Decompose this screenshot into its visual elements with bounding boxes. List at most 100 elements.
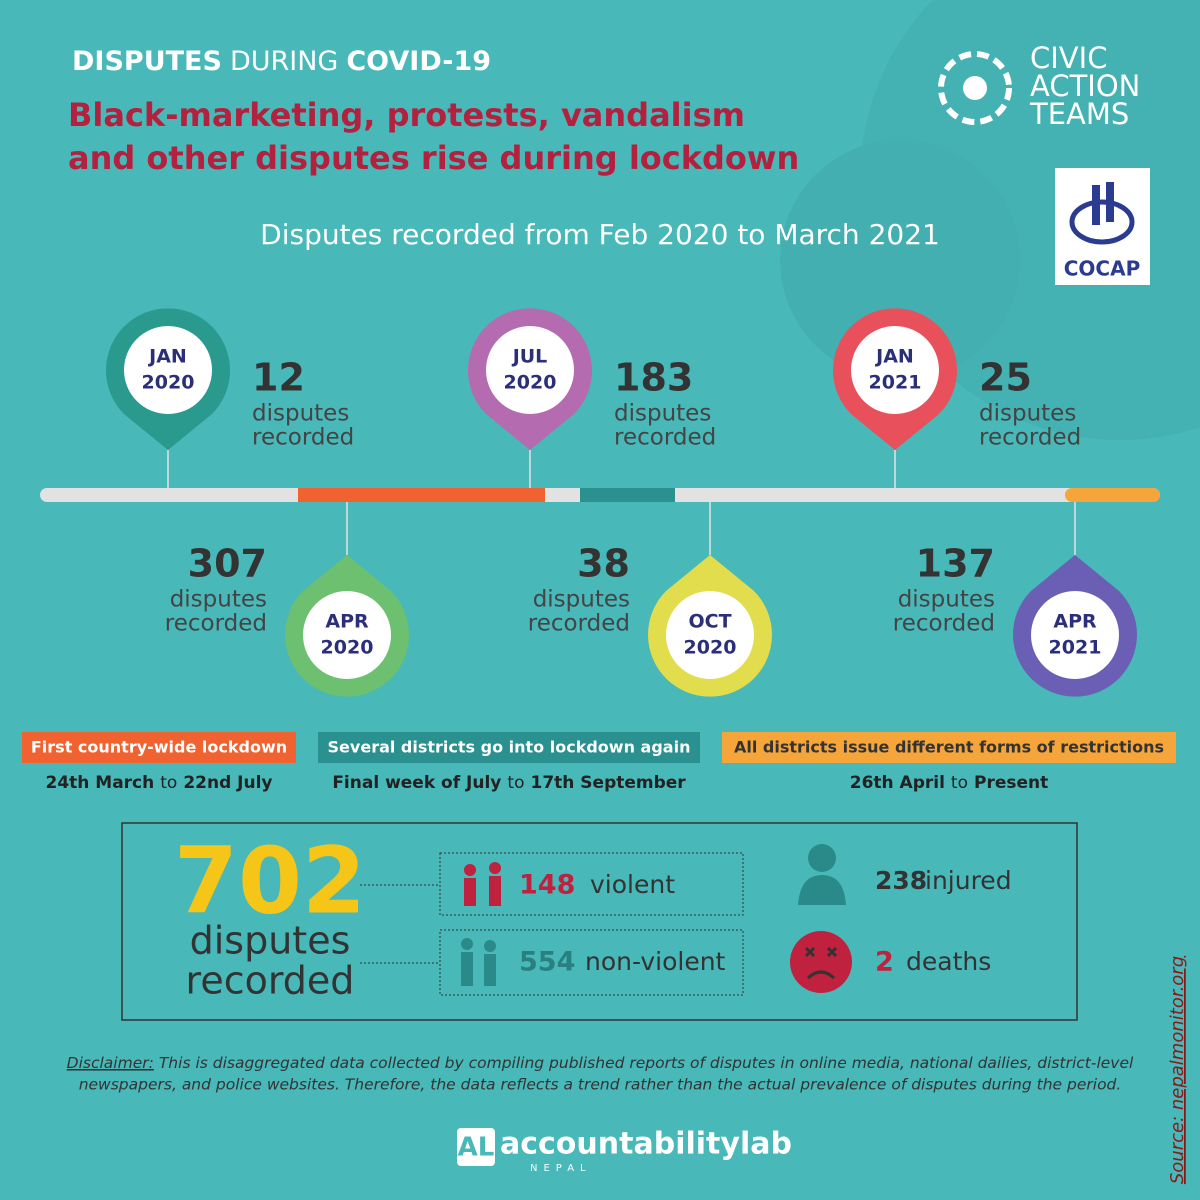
logo-text: COCAP	[1064, 257, 1141, 281]
logo-text: ACTION	[1030, 69, 1140, 103]
period-dates: 26th April to Present	[850, 773, 1049, 793]
icon-part	[461, 952, 473, 986]
subtitle: Black-marketing, protests, vandalism	[68, 96, 745, 134]
source: Source: nepalmonitor.org	[1167, 956, 1188, 1184]
period: All districts issue different forms of r…	[722, 732, 1176, 793]
injured-icon	[798, 844, 846, 905]
pin-month: JUL	[511, 346, 548, 368]
period-segment	[1065, 488, 1160, 502]
footer-logo: AL accountabilitylab NEPAL	[457, 1127, 792, 1174]
summary-box	[121, 822, 1078, 1021]
subtitle: and other disputes rise during lockdown	[68, 139, 799, 177]
logo-text: TEAMS	[1029, 97, 1129, 131]
pin-year: 2020	[321, 637, 374, 659]
logo-mark	[1106, 182, 1114, 222]
footer-country: NEPAL	[530, 1163, 592, 1174]
period-segment	[580, 488, 675, 502]
pin-year: 2020	[504, 372, 557, 394]
period-dates: Final week of July to 17th September	[332, 773, 686, 793]
range-heading: Disputes recorded from Feb 2020 to March…	[260, 218, 940, 251]
summary: 702 disputes recorded 148 violent 554 no…	[121, 822, 1078, 1021]
pin-year: 2021	[1049, 637, 1102, 659]
count-label: disputes	[170, 587, 267, 613]
period-start: 24th March	[45, 773, 154, 793]
icon-part	[484, 954, 496, 986]
logo-glyph: AL	[458, 1133, 495, 1163]
disclaimer-text: This is disaggregated data collected by …	[159, 1054, 1134, 1072]
violent-label: violent	[590, 870, 675, 899]
stat-box	[439, 852, 744, 916]
deaths-count: 2	[875, 947, 894, 978]
icon-part	[804, 946, 838, 958]
period-end: 17th September	[530, 773, 686, 793]
pin-year: 2020	[142, 372, 195, 394]
nonviolent-label: non-violent	[585, 947, 726, 976]
icon-part	[489, 862, 501, 874]
title-part: DISPUTES	[72, 46, 222, 77]
icon-part	[461, 938, 473, 950]
period-start: Final week of July	[332, 773, 501, 793]
title-part: DURING	[230, 46, 338, 77]
count-label: recorded	[893, 611, 995, 637]
period-box	[318, 732, 700, 763]
logo-mark	[457, 1128, 495, 1166]
count-label: disputes	[533, 587, 630, 613]
footer-brand: accountabilitylab	[500, 1127, 792, 1162]
period: First country-wide lockdown 24th March to 2…	[22, 732, 296, 793]
injured-count: 238	[875, 866, 927, 895]
count-label: disputes	[614, 401, 711, 427]
count-label: disputes	[252, 401, 349, 427]
icon-part	[790, 931, 852, 993]
icon-part	[484, 940, 496, 952]
pin-face	[124, 326, 212, 414]
cocap-logo: COCAP	[1055, 168, 1150, 285]
count-label: recorded	[252, 425, 354, 451]
title-part: COVID-19	[346, 46, 491, 77]
period-box	[22, 732, 296, 763]
icon-part	[806, 970, 836, 980]
period-joiner: to	[507, 773, 524, 793]
pin-month: OCT	[688, 611, 731, 633]
period-joiner: to	[160, 773, 177, 793]
logo-core	[963, 76, 987, 100]
disclaimer: Disclaimer: This is disaggregated data co…	[67, 1054, 1134, 1072]
dispute-count: 12	[252, 356, 305, 400]
pin-face	[666, 591, 754, 679]
nonviolent-icon	[461, 938, 496, 986]
period-start: 26th April	[850, 773, 945, 793]
deaths-icon	[790, 931, 852, 993]
total-label: disputes	[190, 919, 351, 963]
count-label: recorded	[165, 611, 267, 637]
dispute-count: 183	[614, 356, 693, 400]
count-label: disputes	[979, 401, 1076, 427]
civic-logo: CIVIC ACTION TEAMS	[938, 41, 1140, 131]
icon-part	[798, 875, 846, 905]
count-label: disputes	[898, 587, 995, 613]
period-joiner: to	[951, 773, 968, 793]
total-label: recorded	[186, 959, 355, 1003]
total-count: 702	[174, 827, 366, 934]
period-name: Several districts go into lockdown again	[328, 738, 691, 757]
period-box	[722, 732, 1176, 763]
pin-month: JAN	[874, 346, 914, 368]
period-end: 22nd July	[183, 773, 272, 793]
icon-part	[464, 878, 476, 906]
pin-face	[303, 591, 391, 679]
pin-month: APR	[325, 611, 369, 633]
period-name: First country-wide lockdown	[31, 738, 287, 757]
disclaimer-text: newspapers, and police websites. Therefo…	[79, 1076, 1122, 1094]
pin-face	[486, 326, 574, 414]
nonviolent-count: 554	[519, 947, 575, 978]
count-label: recorded	[614, 425, 716, 451]
bg-circle	[780, 140, 1020, 380]
pin-face	[1031, 591, 1119, 679]
